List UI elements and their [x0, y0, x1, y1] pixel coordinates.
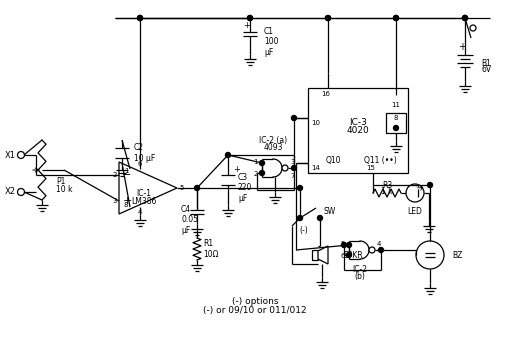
Circle shape — [248, 15, 253, 21]
Text: IC-2 (a): IC-2 (a) — [259, 135, 287, 144]
Circle shape — [462, 15, 467, 21]
Circle shape — [346, 252, 352, 258]
Circle shape — [379, 247, 384, 252]
Text: LM386: LM386 — [132, 198, 157, 207]
Text: 3: 3 — [290, 159, 294, 165]
Text: 10 k: 10 k — [56, 185, 72, 193]
Text: 6V: 6V — [481, 66, 491, 74]
Text: 8: 8 — [394, 115, 398, 121]
Circle shape — [259, 161, 265, 165]
Circle shape — [194, 186, 200, 191]
Circle shape — [282, 165, 288, 171]
Bar — [312, 250, 318, 260]
Text: 4: 4 — [377, 241, 381, 247]
Text: +: + — [243, 22, 251, 30]
Circle shape — [248, 15, 253, 21]
Text: X2: X2 — [5, 187, 16, 196]
Text: C1
100
μF: C1 100 μF — [264, 27, 279, 57]
Circle shape — [297, 186, 303, 191]
Circle shape — [137, 15, 142, 21]
Text: R3: R3 — [382, 180, 392, 190]
Text: 2: 2 — [254, 171, 258, 177]
Circle shape — [342, 243, 346, 247]
Text: (-): (-) — [300, 225, 308, 235]
Text: 2: 2 — [113, 172, 117, 178]
Text: C2
10 μF: C2 10 μF — [134, 143, 155, 163]
Circle shape — [346, 243, 352, 247]
Text: SW: SW — [324, 208, 336, 216]
Text: R1
10Ω: R1 10Ω — [203, 239, 218, 259]
Text: 16: 16 — [321, 91, 331, 97]
Circle shape — [427, 183, 433, 187]
Text: (b): (b) — [355, 273, 366, 282]
Circle shape — [318, 215, 322, 221]
Text: B1: B1 — [481, 59, 491, 67]
Text: SPKR: SPKR — [344, 251, 364, 260]
Text: C3
220
μF: C3 220 μF — [238, 173, 252, 203]
Text: IC-1: IC-1 — [136, 190, 151, 199]
Circle shape — [416, 241, 444, 269]
Text: 4020: 4020 — [347, 126, 369, 135]
Circle shape — [326, 15, 331, 21]
Text: 6: 6 — [341, 253, 345, 259]
Text: 3: 3 — [112, 198, 117, 204]
Text: BZ: BZ — [452, 251, 462, 260]
Circle shape — [394, 126, 398, 131]
Text: 4093: 4093 — [263, 142, 283, 151]
Text: 14: 14 — [311, 165, 320, 171]
Text: 1 k: 1 k — [381, 186, 393, 195]
Text: 11: 11 — [392, 102, 400, 108]
Circle shape — [226, 153, 230, 157]
Polygon shape — [410, 189, 418, 197]
Text: 4: 4 — [138, 209, 142, 215]
Text: (-) or 09/10 or 011/012: (-) or 09/10 or 011/012 — [203, 306, 307, 315]
Polygon shape — [318, 246, 328, 264]
Text: (-) options: (-) options — [232, 297, 278, 306]
Circle shape — [297, 215, 303, 221]
Circle shape — [394, 15, 398, 21]
Circle shape — [326, 15, 331, 21]
Circle shape — [137, 15, 142, 21]
Text: +: + — [233, 165, 240, 174]
Text: +: + — [122, 196, 132, 206]
Text: Q10: Q10 — [325, 156, 341, 165]
Text: IC-2: IC-2 — [353, 266, 368, 275]
Text: X1: X1 — [5, 150, 16, 159]
Bar — [386, 113, 406, 133]
Text: 7: 7 — [290, 173, 294, 179]
Circle shape — [259, 171, 265, 176]
Circle shape — [462, 15, 467, 21]
Text: Q11 (••): Q11 (••) — [363, 156, 396, 165]
Text: C4
0.05
μF: C4 0.05 μF — [181, 205, 198, 235]
Text: −: − — [122, 170, 132, 180]
Text: 6: 6 — [138, 161, 142, 167]
Text: 10: 10 — [311, 120, 320, 126]
Text: 5: 5 — [179, 185, 184, 191]
Bar — [308, 88, 408, 173]
Text: 1: 1 — [124, 168, 128, 174]
Circle shape — [369, 247, 375, 253]
Text: +: + — [458, 42, 466, 52]
Text: 8: 8 — [124, 202, 128, 208]
Text: 1: 1 — [254, 159, 258, 165]
Circle shape — [292, 165, 296, 171]
Text: 5: 5 — [341, 241, 345, 247]
Circle shape — [462, 15, 467, 21]
Text: 15: 15 — [367, 165, 375, 171]
Polygon shape — [119, 162, 177, 214]
Circle shape — [406, 184, 424, 202]
Circle shape — [292, 116, 296, 120]
Text: P1: P1 — [56, 178, 66, 186]
Text: IC-3: IC-3 — [349, 118, 367, 127]
Text: LED: LED — [408, 207, 422, 215]
Circle shape — [394, 15, 398, 21]
